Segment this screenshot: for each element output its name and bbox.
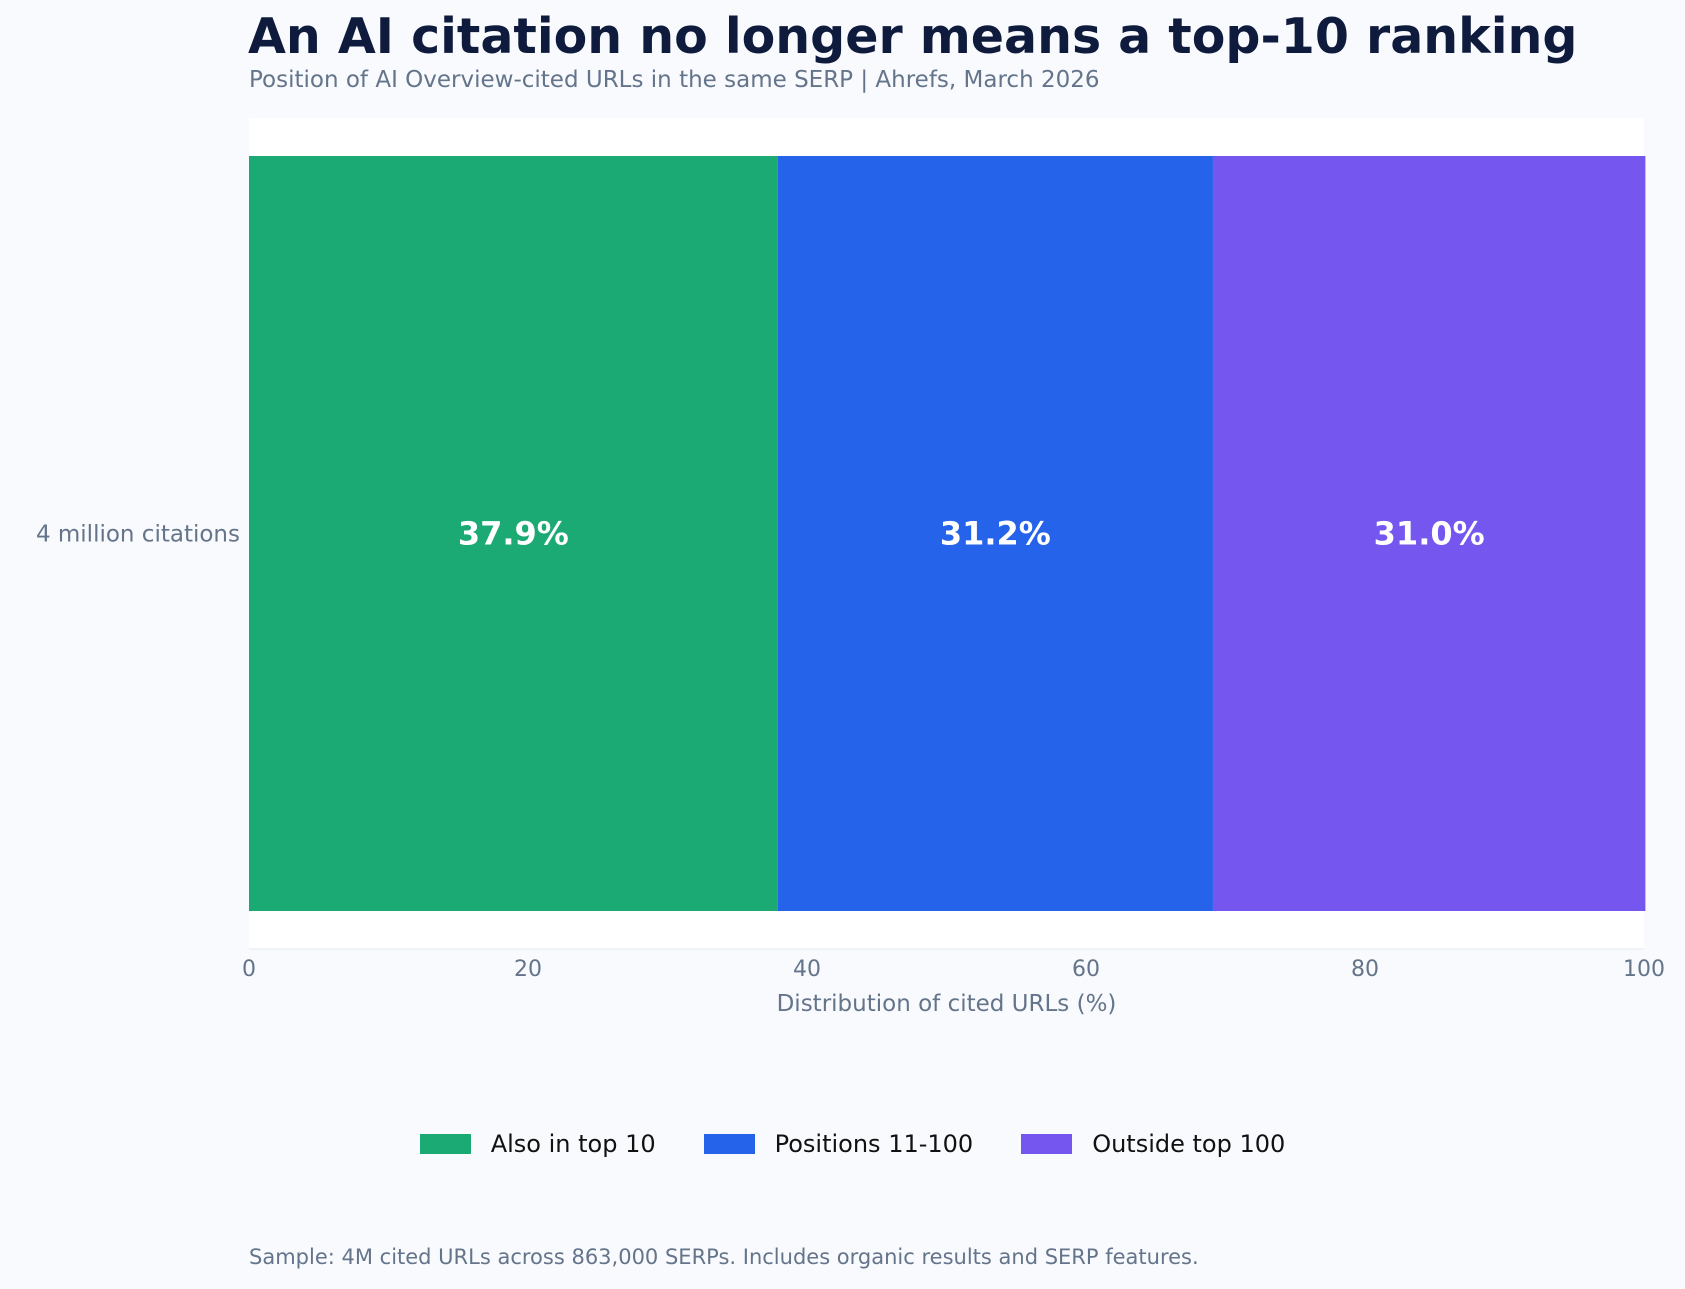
bar-segment-also-in-top-10 (249, 156, 778, 911)
x-tick-label: 20 (514, 957, 542, 982)
chart-subtitle: Position of AI Overview-cited URLs in th… (249, 67, 1100, 93)
x-tick-label: 100 (1623, 957, 1665, 982)
legend-item-also-in-top-10: Also in top 10 (419, 1130, 656, 1158)
legend-item-positions-11-100: Positions 11-100 (703, 1130, 974, 1158)
y-category-label: 4 million citations (36, 522, 240, 548)
x-axis-title: Distribution of cited URLs (%) (777, 991, 1117, 1017)
x-tick-label: 0 (242, 957, 256, 982)
legend-label: Outside top 100 (1092, 1130, 1286, 1158)
chart-title: An AI citation no longer means a top-10 … (248, 8, 1578, 65)
legend-label: Also in top 10 (490, 1130, 656, 1158)
bar-segment-outside-top-100 (1212, 156, 1646, 911)
bar-segment-positions-11-100 (777, 156, 1213, 911)
data-label-outside-top-100: 31.0% (1374, 515, 1485, 553)
chart-legend: Also in top 10 Positions 11-100 Outside to… (10, 1130, 1685, 1158)
legend-swatch (703, 1134, 755, 1154)
x-tick-label: 60 (1072, 957, 1100, 982)
data-label-positions-11-100: 31.2% (940, 515, 1051, 553)
legend-swatch (419, 1134, 471, 1154)
legend-item-outside-top-100: Outside top 100 (1021, 1130, 1285, 1158)
legend-swatch (1021, 1134, 1073, 1154)
data-label-also-in-top-10: 37.9% (458, 515, 569, 553)
x-tick-label: 80 (1351, 957, 1379, 982)
chart-footnote: Sample: 4M cited URLs across 863,000 SER… (249, 1245, 1199, 1269)
stacked-bar-chart: 37.9% 31.2% 31.0% 0 20 40 60 80 100 Distribution … (35, 156, 1665, 1017)
legend-label: Positions 11-100 (774, 1130, 974, 1158)
x-tick-label: 40 (793, 957, 821, 982)
